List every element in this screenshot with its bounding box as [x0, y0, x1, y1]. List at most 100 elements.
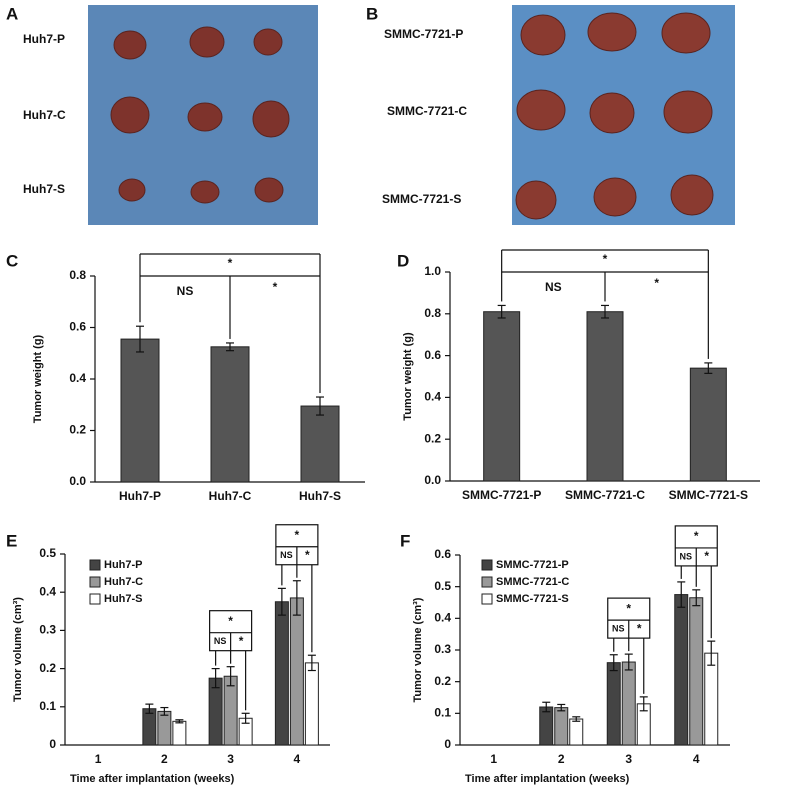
significance-label: NS: [177, 284, 194, 298]
significance-label: *: [654, 276, 659, 290]
error-bar: [292, 580, 301, 616]
error-bar: [307, 654, 316, 672]
significance-label: *: [626, 601, 631, 615]
x-tick-label: SMMC-7721-S: [669, 488, 748, 502]
bar: [483, 311, 521, 482]
bar: [569, 718, 584, 746]
row-label: SMMC-7721-S: [382, 192, 461, 206]
significance-label: NS: [280, 550, 293, 560]
bar: [586, 311, 624, 482]
significance-label: *: [228, 256, 233, 270]
legend-swatch: [89, 576, 101, 588]
y-tick-label: 0.2: [424, 431, 441, 445]
y-tick-label: 0.0: [69, 474, 86, 488]
bar: [120, 338, 160, 483]
significance-label: NS: [612, 623, 625, 633]
bar: [304, 662, 319, 746]
error-bar: [601, 304, 609, 319]
error-bar: [542, 701, 551, 713]
error-bar: [226, 342, 234, 352]
error-bar: [677, 581, 686, 608]
x-tick-label: 2: [558, 752, 565, 766]
y-tick-label: 0.8: [424, 306, 441, 320]
x-tick-label: 1: [490, 752, 497, 766]
y-axis-label: Tumor volume (cm³): [12, 597, 24, 702]
y-tick-label: 0.2: [39, 661, 56, 675]
x-tick-label: 2: [161, 752, 168, 766]
y-tick-label: 0.8: [69, 268, 86, 282]
photo-a: [88, 5, 318, 225]
y-tick-label: 0.1: [434, 706, 451, 720]
x-tick-label: Huh7-P: [119, 489, 161, 503]
significance-label: *: [239, 634, 244, 648]
y-tick-label: 1.0: [424, 264, 441, 278]
legend-label: SMMC-7721-P: [496, 559, 569, 571]
error-bar: [624, 653, 633, 671]
row-label: Huh7-P: [23, 32, 65, 46]
bar: [689, 597, 704, 746]
bar: [172, 720, 187, 746]
legend-label: SMMC-7721-C: [496, 576, 569, 588]
error-bar: [572, 716, 581, 722]
error-bar: [160, 706, 169, 716]
y-tick-label: 0.3: [434, 642, 451, 656]
panel-label: D: [397, 251, 409, 270]
x-tick-label: SMMC-7721-C: [565, 488, 645, 502]
significance-label: *: [603, 252, 608, 266]
significance-label: *: [295, 528, 300, 542]
error-bar: [704, 362, 713, 374]
bar: [621, 661, 636, 746]
significance-label: *: [637, 621, 642, 635]
row-label: Huh7-C: [23, 108, 66, 122]
error-bar: [557, 703, 566, 712]
legend-label: Huh7-P: [104, 559, 143, 571]
y-tick-label: 0.5: [39, 546, 56, 560]
legend-swatch: [481, 593, 493, 605]
error-bar: [639, 696, 648, 712]
y-tick-label: 0: [49, 737, 56, 751]
y-axis-label: Tumor weight (g): [32, 334, 44, 423]
x-tick-label: 4: [693, 752, 700, 766]
significance-label: NS: [214, 636, 227, 646]
significance-label: *: [305, 548, 310, 562]
bar: [157, 710, 172, 746]
significance-label: *: [228, 614, 233, 628]
bar: [223, 675, 238, 746]
bar: [289, 597, 304, 746]
error-bar: [277, 587, 286, 616]
legend-swatch: [481, 576, 493, 588]
row-label: Huh7-S: [23, 182, 65, 196]
significance-label: *: [704, 549, 709, 563]
bar: [142, 708, 157, 746]
bar: [210, 346, 250, 483]
y-tick-label: 0.4: [434, 611, 451, 625]
legend-label: Huh7-C: [104, 576, 143, 588]
error-bar: [145, 703, 154, 714]
y-tick-label: 0.6: [69, 320, 86, 334]
legend-swatch: [89, 593, 101, 605]
y-tick-label: 0.2: [434, 674, 451, 688]
legend-swatch: [481, 559, 493, 571]
row-label: SMMC-7721-P: [384, 27, 463, 41]
y-axis-label: Tumor volume (cm³): [412, 597, 424, 702]
y-tick-label: 0.1: [39, 699, 56, 713]
bar: [274, 601, 289, 746]
y-tick-label: 0.2: [69, 423, 86, 437]
x-tick-label: SMMC-7721-P: [462, 488, 541, 502]
y-tick-label: 0.6: [434, 547, 451, 561]
y-tick-label: 0.4: [69, 371, 86, 385]
error-bar: [497, 304, 506, 319]
significance-label: *: [694, 529, 699, 543]
x-axis-label: Time after implantation (weeks): [70, 773, 235, 785]
error-bar: [609, 654, 618, 672]
error-bar: [241, 712, 250, 724]
legend-label: SMMC-7721-S: [496, 593, 569, 605]
legend-label: Huh7-S: [104, 593, 143, 605]
bar: [606, 662, 621, 746]
x-tick-label: 3: [625, 752, 632, 766]
error-bar: [226, 666, 235, 687]
row-label: SMMC-7721-C: [387, 104, 467, 118]
bar: [704, 652, 719, 746]
y-tick-label: 0.5: [434, 579, 451, 593]
